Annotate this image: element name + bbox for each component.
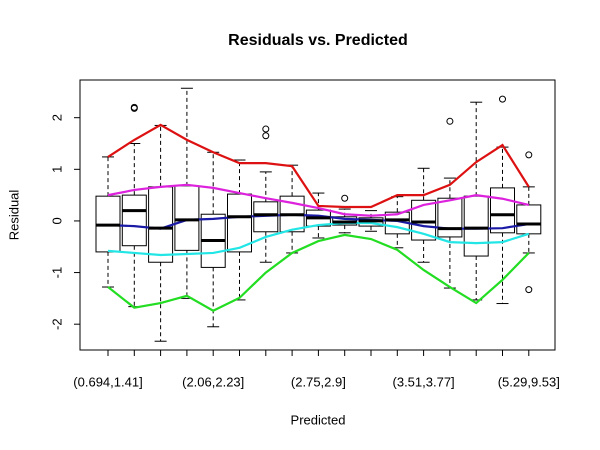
smooth-line: [107, 183, 530, 217]
x-axis-label: Predicted: [291, 412, 346, 427]
y-tick-label: 1: [49, 166, 64, 173]
box: [516, 204, 542, 235]
outlier: [341, 194, 349, 202]
outlier: [499, 95, 506, 103]
box: [227, 193, 252, 253]
box: [437, 197, 463, 238]
y-tick-label: -2: [49, 318, 64, 330]
y-axis-label: Residual: [6, 190, 21, 241]
y-tick-label: 2: [49, 114, 64, 121]
box: [121, 194, 147, 247]
x-tick-label: (2.75,2.9]: [291, 374, 346, 389]
box: [490, 187, 515, 234]
box: [463, 195, 489, 257]
y-tick-label: 0: [49, 217, 64, 224]
outlier: [262, 125, 270, 133]
smooth-line: [107, 221, 530, 257]
outlier: [262, 132, 270, 140]
x-tick-label: (5.29,9.53]: [498, 374, 560, 389]
plot-frame: [79, 79, 556, 351]
outlier: [525, 286, 533, 294]
outlier: [525, 151, 533, 159]
smooth-line: [107, 233, 530, 313]
box: [174, 185, 200, 251]
y-tick-label: -1: [49, 267, 64, 279]
x-tick-label: (0.694,1.41]: [73, 374, 142, 389]
chart-title: Residuals vs. Predicted: [228, 32, 408, 49]
x-tick-label: (2.06,2.23]: [182, 374, 244, 389]
box: [148, 186, 174, 263]
x-tick-label: (3.51,3.77]: [393, 374, 455, 389]
outlier: [130, 104, 138, 112]
outlier: [446, 117, 454, 125]
smooth-line: [107, 123, 530, 209]
